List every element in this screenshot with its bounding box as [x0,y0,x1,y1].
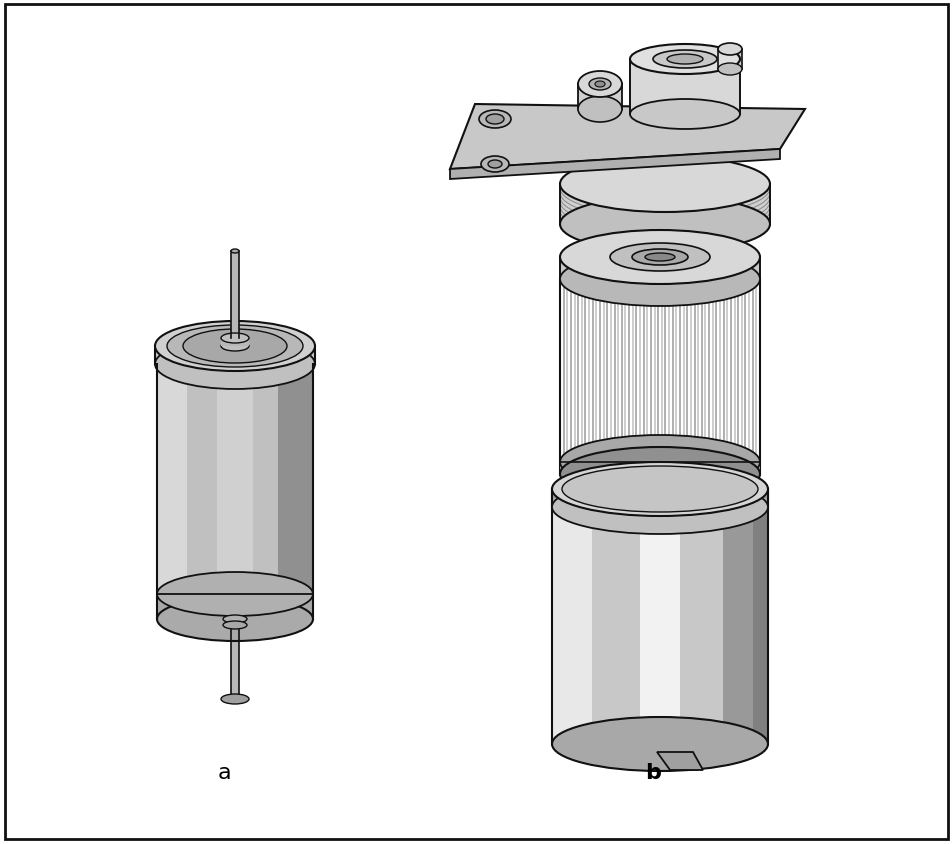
Ellipse shape [155,322,315,371]
Ellipse shape [560,187,769,244]
Ellipse shape [652,51,716,69]
Ellipse shape [560,161,769,217]
Ellipse shape [631,250,687,266]
Bar [231,619,238,625]
Bar [230,252,239,338]
Ellipse shape [578,72,622,98]
Bar [560,463,759,474]
Ellipse shape [666,55,703,65]
Ellipse shape [560,197,769,252]
Ellipse shape [560,436,759,490]
Ellipse shape [167,326,303,368]
Ellipse shape [560,157,769,213]
Bar [752,490,767,744]
Ellipse shape [223,615,247,623]
Ellipse shape [578,97,622,123]
Bar [551,490,767,744]
Ellipse shape [562,467,757,512]
Ellipse shape [645,254,674,262]
Polygon shape [656,752,703,770]
Bar [723,490,767,744]
Ellipse shape [479,111,510,129]
Ellipse shape [157,572,312,616]
Bar [157,365,312,619]
Ellipse shape [551,480,767,534]
Bar [278,365,312,619]
Ellipse shape [717,64,742,76]
Ellipse shape [629,45,739,75]
Ellipse shape [560,197,769,252]
Ellipse shape [560,183,769,239]
Ellipse shape [560,192,769,248]
Ellipse shape [560,175,769,230]
Bar [157,365,187,619]
Ellipse shape [221,694,248,704]
Ellipse shape [588,78,610,91]
Polygon shape [449,105,804,170]
Bar [230,625,239,699]
Ellipse shape [560,179,769,235]
Bar [560,185,769,225]
Ellipse shape [560,170,769,225]
Ellipse shape [486,115,504,125]
Ellipse shape [594,82,605,88]
Bar [717,50,742,70]
Ellipse shape [609,244,709,272]
Polygon shape [449,150,779,180]
Bar [551,490,767,507]
Ellipse shape [551,463,767,517]
Text: a: a [217,762,230,782]
Ellipse shape [230,250,239,254]
Bar [578,85,622,110]
Ellipse shape [629,100,739,130]
Ellipse shape [183,330,287,364]
Ellipse shape [560,252,759,306]
Bar [155,347,315,365]
Ellipse shape [560,447,759,501]
Ellipse shape [223,621,247,630]
Bar [560,257,759,279]
Ellipse shape [221,333,248,344]
Bar [221,338,248,347]
Bar [551,490,591,744]
Ellipse shape [487,161,502,169]
Ellipse shape [560,230,759,284]
Bar [217,365,252,619]
Ellipse shape [221,342,248,352]
Ellipse shape [229,696,240,702]
Ellipse shape [551,717,767,771]
Bar [157,594,312,614]
Ellipse shape [157,598,312,641]
Text: b: b [645,762,660,782]
Ellipse shape [155,339,315,390]
Ellipse shape [717,44,742,56]
Ellipse shape [481,157,508,173]
Bar [629,60,739,115]
Ellipse shape [560,165,769,221]
Bar [640,490,680,744]
